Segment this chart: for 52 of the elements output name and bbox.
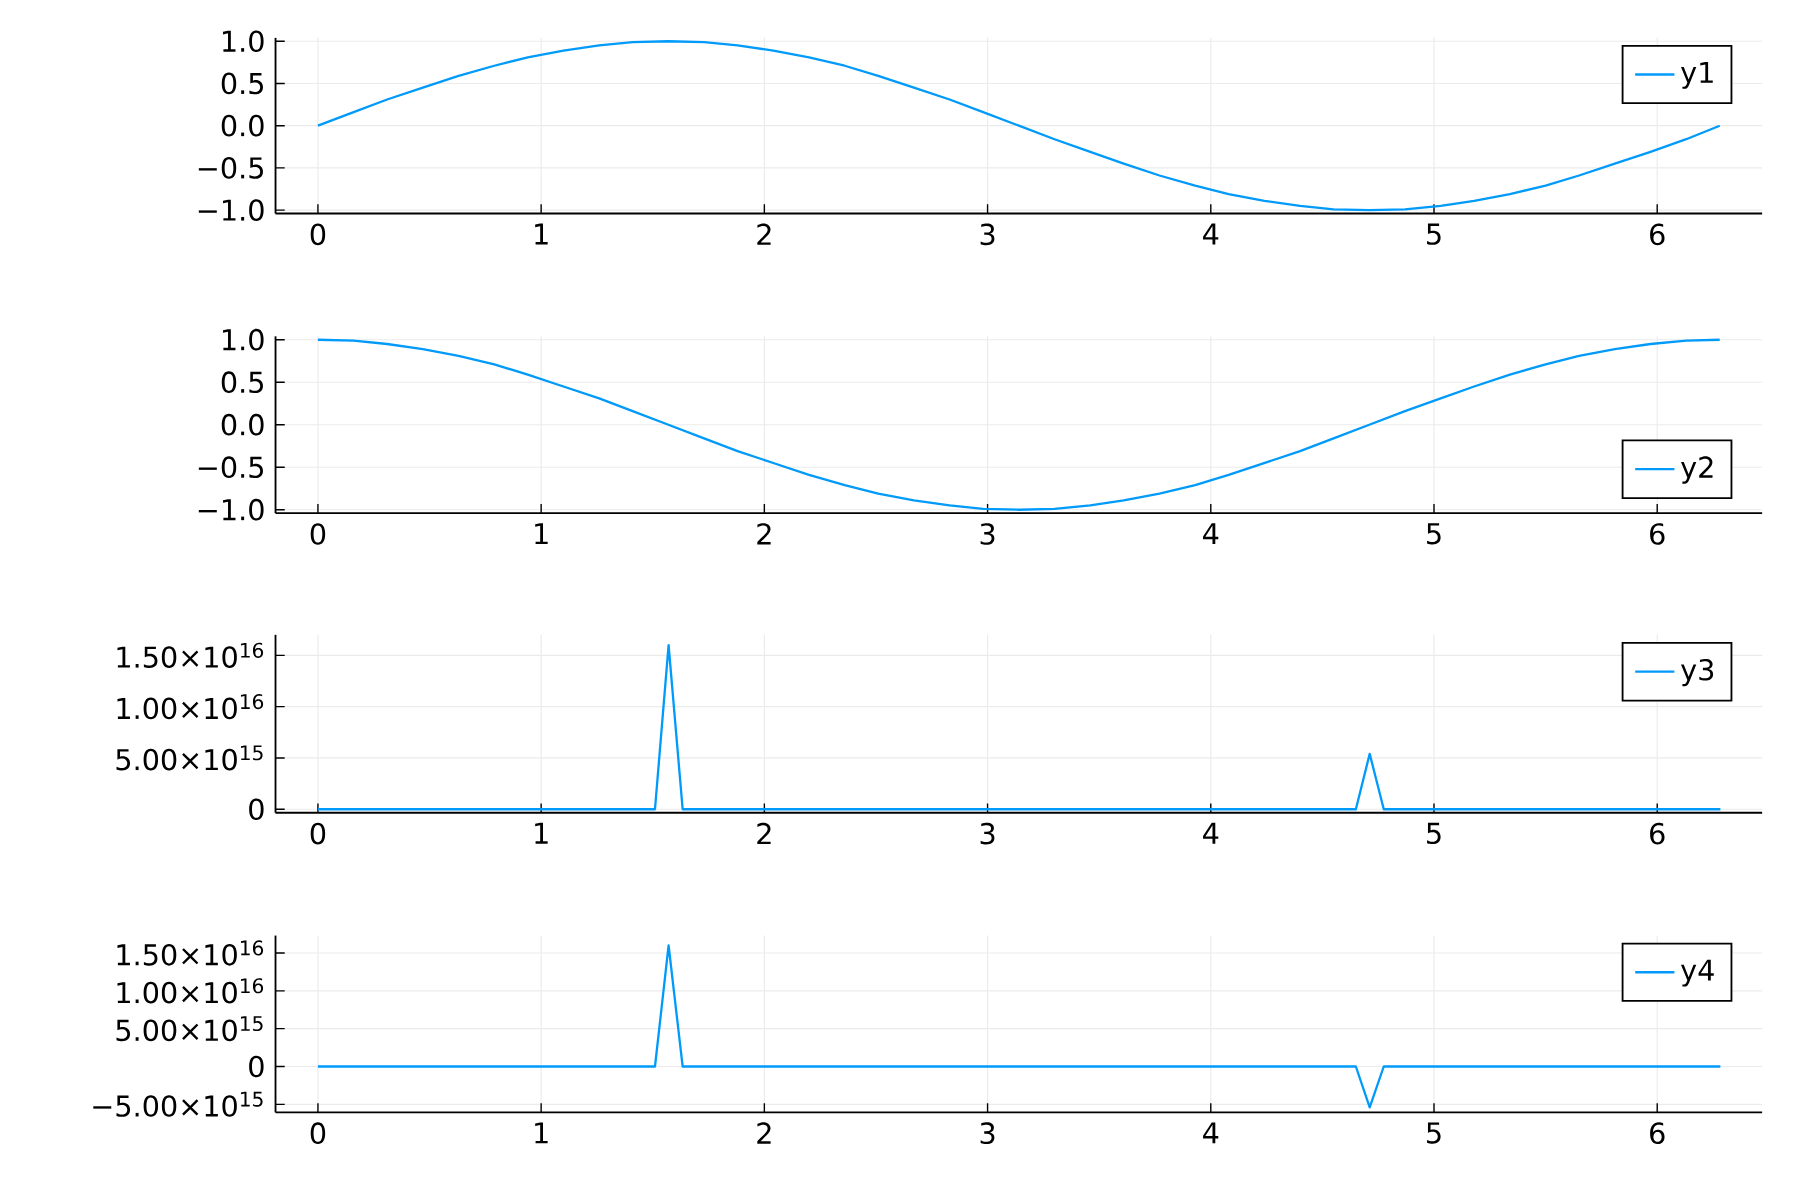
legend-label: y2 (1681, 456, 1713, 484)
x-tick-label: 2 (757, 523, 771, 545)
x-tick-label: 3 (980, 1122, 995, 1145)
y-tick-label: 1.00×10$^{16}$ (117, 694, 264, 720)
y-tick-label: 1.50×10$^{16}$ (117, 642, 264, 669)
y-tick-label: 1.0 (223, 329, 264, 351)
y-tick-label: 5.00×10$^{15}$ (116, 745, 263, 771)
legend-label: y3 (1681, 659, 1714, 687)
x-tick-label: 1 (535, 1122, 548, 1144)
y-tick-label: −0.5 (198, 157, 263, 179)
x-tick-label: 6 (1650, 1122, 1665, 1145)
x-tick-label: 2 (757, 822, 771, 845)
x-tick-label: 1 (535, 223, 548, 245)
y-tick-label: −0.5 (198, 456, 263, 479)
x-tick-label: 6 (1650, 822, 1665, 845)
x-tick-label: 2 (757, 223, 771, 246)
x-tick-label: 6 (1650, 523, 1665, 546)
x-tick-label: 1 (535, 523, 548, 545)
y-tick-label: 0 (249, 1055, 264, 1078)
x-tick-label: 3 (980, 223, 995, 246)
x-tick-label: 5 (1427, 223, 1441, 246)
y-tick-label: 1.0 (223, 30, 264, 53)
y-tick-label: 1.00×10$^{16}$ (117, 978, 264, 1004)
x-tick-label: 3 (980, 822, 995, 845)
x-tick-label: 0 (310, 1122, 326, 1145)
y-tick-label: −5.00×10$^{15}$ (93, 1092, 263, 1118)
y-tick-label: 1.50×10$^{16}$ (117, 940, 264, 966)
y-tick-label: −1.0 (198, 499, 264, 521)
x-tick-label: 5 (1427, 822, 1441, 845)
x-tick-label: 3 (980, 523, 995, 546)
x-tick-label: 5 (1427, 1122, 1441, 1144)
y-tick-label: −1.0 (198, 199, 264, 222)
x-tick-label: 0 (310, 223, 326, 246)
x-tick-label: 5 (1427, 523, 1441, 545)
x-tick-label: 6 (1650, 223, 1665, 246)
legend-label: y1 (1681, 62, 1713, 89)
x-tick-label: 0 (310, 822, 326, 845)
y-tick-label: 0.0 (221, 414, 264, 436)
y-tick-label: 0 (249, 798, 264, 821)
y-tick-label: 0.5 (221, 72, 263, 95)
x-tick-label: 4 (1203, 223, 1219, 245)
x-tick-label: 4 (1203, 1122, 1219, 1144)
y-tick-label: 0.0 (221, 115, 264, 137)
x-tick-label: 4 (1203, 523, 1219, 545)
legend-label: y4 (1681, 959, 1714, 987)
x-tick-label: 2 (757, 1122, 771, 1144)
x-tick-label: 1 (535, 822, 548, 844)
y-tick-label: 5.00×10$^{15}$ (116, 1016, 263, 1042)
y-tick-label: 0.5 (221, 371, 263, 394)
x-tick-label: 0 (310, 523, 326, 546)
x-tick-label: 4 (1203, 822, 1219, 844)
line-series (316, 40, 1721, 212)
